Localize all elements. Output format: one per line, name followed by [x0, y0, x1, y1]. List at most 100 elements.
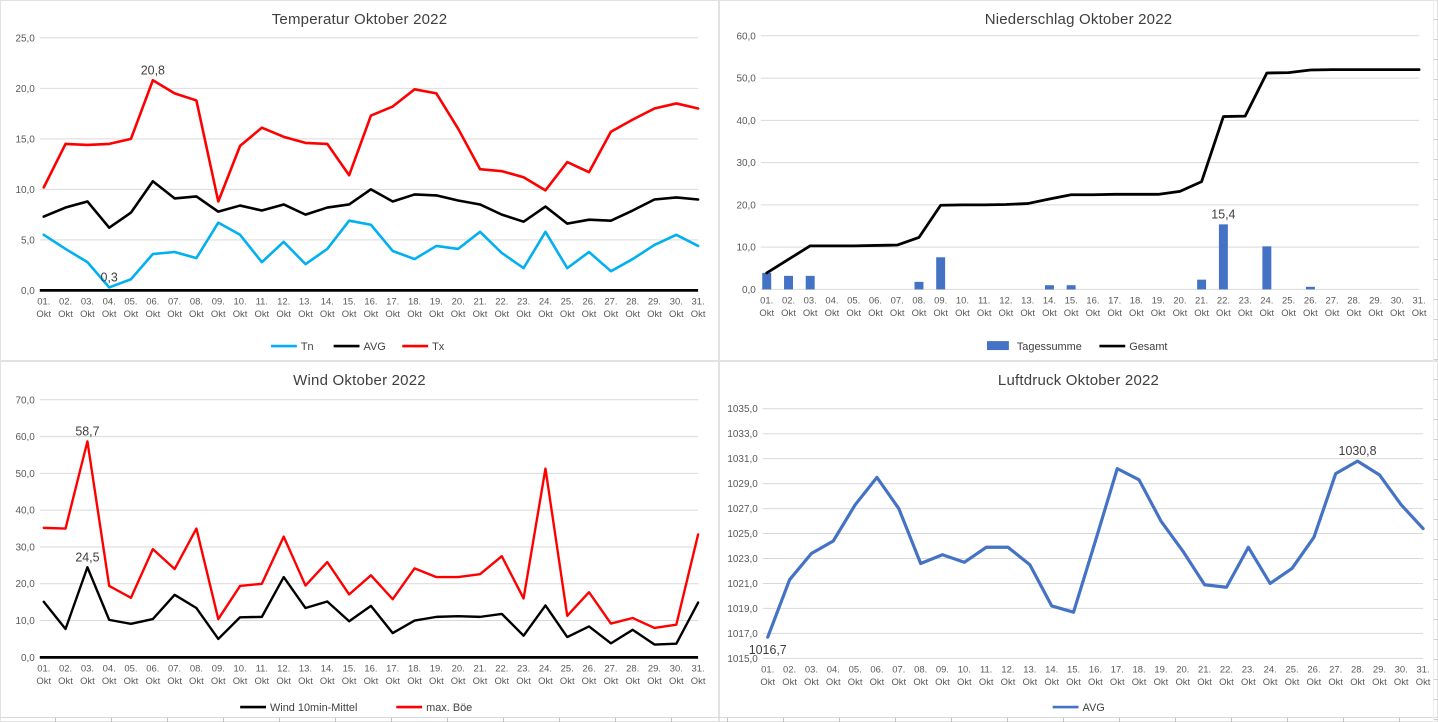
svg-text:30.: 30. — [670, 663, 683, 674]
svg-text:Okt: Okt — [999, 308, 1014, 319]
svg-text:Okt: Okt — [870, 677, 885, 688]
svg-text:08.: 08. — [914, 664, 927, 675]
svg-text:20,0: 20,0 — [15, 579, 35, 590]
svg-text:29.: 29. — [1369, 295, 1382, 306]
svg-text:26.: 26. — [1304, 295, 1317, 306]
svg-text:Okt: Okt — [1042, 308, 1057, 319]
svg-text:10,0: 10,0 — [15, 185, 35, 196]
legend: AVG — [1052, 702, 1105, 714]
legend: Tn AVG Tx — [270, 341, 445, 353]
svg-text:Okt: Okt — [189, 309, 204, 320]
svg-text:Okt: Okt — [451, 309, 466, 320]
svg-text:09.: 09. — [212, 296, 225, 307]
svg-text:05.: 05. — [124, 663, 137, 674]
data-label: 24,5 — [75, 550, 99, 564]
svg-text:Okt: Okt — [1175, 677, 1190, 688]
series-Wind 10min-Mittel — [42, 566, 700, 646]
temperature-chart-title: Temperatur Oktober 2022 — [271, 11, 448, 28]
series-max. Böe — [42, 440, 700, 630]
legend-label-AVG: AVG — [363, 341, 385, 353]
svg-text:Okt: Okt — [625, 309, 640, 320]
svg-text:30.: 30. — [670, 296, 683, 307]
svg-text:Okt: Okt — [604, 309, 619, 320]
data-labels: 15,4 — [1211, 207, 1235, 221]
svg-text:16.: 16. — [364, 663, 377, 674]
svg-text:27.: 27. — [604, 296, 617, 307]
svg-text:Okt: Okt — [868, 308, 883, 319]
legend: Tagessumme Gesamt — [987, 341, 1167, 353]
svg-text:Okt: Okt — [102, 309, 117, 320]
svg-text:03.: 03. — [81, 663, 94, 674]
svg-text:Okt: Okt — [825, 308, 840, 319]
svg-text:15.: 15. — [343, 663, 356, 674]
svg-text:Okt: Okt — [890, 308, 905, 319]
svg-text:Okt: Okt — [1088, 677, 1103, 688]
svg-text:20.: 20. — [1176, 664, 1189, 675]
svg-text:05.: 05. — [849, 664, 862, 675]
svg-text:04.: 04. — [825, 295, 838, 306]
svg-text:Okt: Okt — [516, 676, 531, 687]
svg-text:Okt: Okt — [320, 676, 335, 687]
svg-text:10.: 10. — [958, 664, 971, 675]
svg-text:Okt: Okt — [1303, 308, 1318, 319]
svg-text:Okt: Okt — [473, 309, 488, 320]
svg-text:Okt: Okt — [1066, 677, 1081, 688]
svg-text:18.: 18. — [408, 296, 421, 307]
svg-text:Okt: Okt — [760, 677, 775, 688]
svg-text:1019,0: 1019,0 — [727, 604, 758, 615]
svg-text:29.: 29. — [648, 663, 661, 674]
svg-text:1023,0: 1023,0 — [727, 554, 758, 565]
svg-text:10.: 10. — [234, 296, 247, 307]
chart-panel-temperature: Temperatur Oktober 2022 0,0 5,0 10,0 15,0 20… — [0, 0, 719, 361]
svg-text:Okt: Okt — [846, 308, 861, 319]
svg-text:04.: 04. — [827, 664, 840, 675]
svg-text:Okt: Okt — [36, 309, 51, 320]
svg-text:Okt: Okt — [407, 676, 422, 687]
svg-text:20,0: 20,0 — [736, 200, 756, 211]
svg-text:Okt: Okt — [320, 309, 335, 320]
wind-chart-title: Wind Oktober 2022 — [293, 372, 426, 389]
svg-text:24.: 24. — [539, 296, 552, 307]
svg-text:24.: 24. — [1260, 295, 1273, 306]
svg-text:21.: 21. — [1198, 664, 1211, 675]
svg-text:21.: 21. — [473, 296, 486, 307]
y-gridlines — [39, 399, 699, 622]
svg-text:31.: 31. — [1417, 664, 1430, 675]
svg-text:07.: 07. — [168, 296, 181, 307]
svg-text:08.: 08. — [912, 295, 925, 306]
svg-text:Okt: Okt — [364, 309, 379, 320]
svg-text:Okt: Okt — [848, 677, 863, 688]
legend-label-Wind 10min-Mittel: Wind 10min-Mittel — [270, 702, 357, 714]
svg-text:06.: 06. — [870, 664, 883, 675]
svg-text:Okt: Okt — [803, 308, 818, 319]
svg-text:26.: 26. — [1307, 664, 1320, 675]
svg-text:17.: 17. — [1111, 664, 1124, 675]
svg-text:03.: 03. — [805, 664, 818, 675]
svg-text:Okt: Okt — [1372, 677, 1387, 688]
svg-text:Okt: Okt — [494, 676, 509, 687]
svg-text:Okt: Okt — [625, 676, 640, 687]
svg-text:Okt: Okt — [473, 676, 488, 687]
svg-text:03.: 03. — [81, 296, 94, 307]
svg-text:Okt: Okt — [255, 676, 270, 687]
svg-text:Okt: Okt — [913, 677, 928, 688]
svg-text:04.: 04. — [103, 663, 116, 674]
svg-text:16.: 16. — [1089, 664, 1102, 675]
y-axis-labels: 0,0 10,0 20,0 30,0 40,0 50,0 60,0 — [736, 31, 756, 296]
pressure-chart-title: Luftdruck Oktober 2022 — [997, 372, 1160, 389]
data-label: 15,4 — [1211, 207, 1235, 221]
svg-text:19.: 19. — [1154, 664, 1167, 675]
svg-text:09.: 09. — [212, 663, 225, 674]
svg-text:30.: 30. — [1391, 295, 1404, 306]
chart-panel-pressure: Luftdruck Oktober 2022 1015,0 1017,0 1019,… — [719, 361, 1438, 722]
series-Tagessumme — [762, 224, 1315, 290]
svg-text:Okt: Okt — [1132, 677, 1147, 688]
svg-text:06.: 06. — [869, 295, 882, 306]
svg-text:Okt: Okt — [1197, 677, 1212, 688]
svg-text:25,0: 25,0 — [15, 33, 35, 44]
svg-text:Okt: Okt — [1020, 308, 1035, 319]
svg-text:1033,0: 1033,0 — [727, 429, 758, 440]
svg-text:27.: 27. — [1329, 664, 1342, 675]
svg-text:40,0: 40,0 — [736, 116, 756, 127]
svg-text:10.: 10. — [234, 663, 247, 674]
